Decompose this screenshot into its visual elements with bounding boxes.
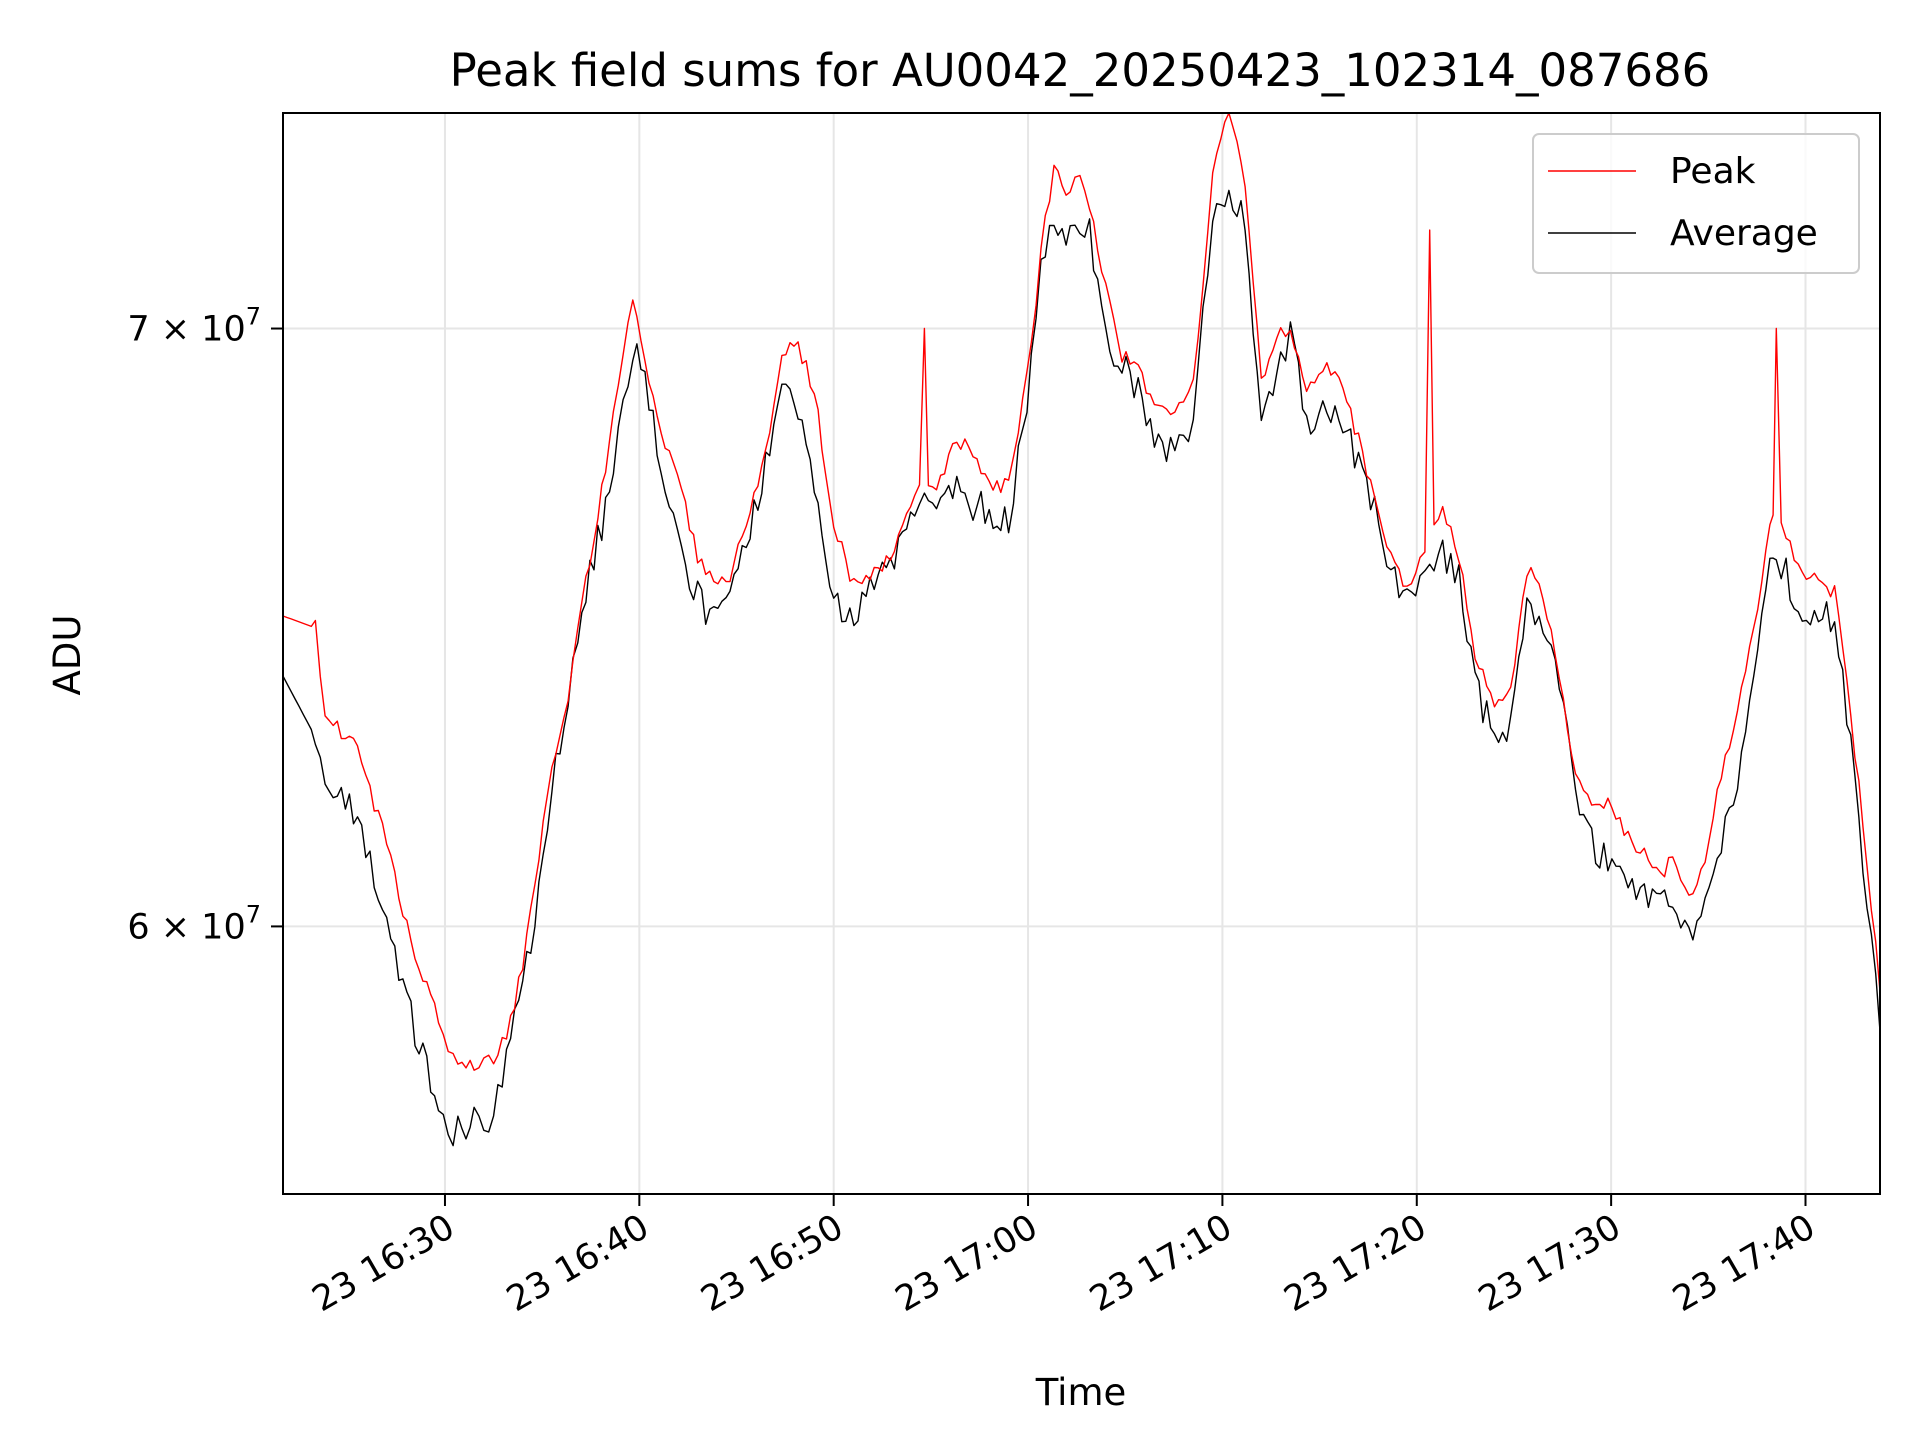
series-layer [282, 112, 1881, 1147]
y-tick-base: 6 [127, 907, 149, 947]
y-axis-label: ADU [46, 615, 89, 696]
y-tick-exponent: 7 [246, 303, 261, 331]
series-line-average [282, 189, 1881, 1147]
legend-label-peak: Peak [1670, 151, 1756, 192]
plot-frame [282, 112, 1881, 1195]
grid [283, 113, 1880, 1194]
x-axis-label: Time [1035, 1371, 1127, 1414]
chart-title: Peak field sums for AU0042_20250423_1023… [450, 44, 1711, 97]
legend: Peak Average [1532, 133, 1860, 274]
y-tick-base: 7 [127, 310, 149, 350]
y-tick-exponent: 7 [246, 900, 261, 928]
y-tick-label: 7 × 107 [127, 303, 261, 350]
legend-label-average: Average [1670, 213, 1818, 254]
y-tick-label: 6 × 107 [127, 900, 261, 947]
series-line-peak [282, 112, 1881, 1071]
legend-box [1532, 133, 1860, 274]
y-tick-times: × 10 [150, 907, 246, 947]
y-tick-times: × 10 [150, 310, 246, 350]
